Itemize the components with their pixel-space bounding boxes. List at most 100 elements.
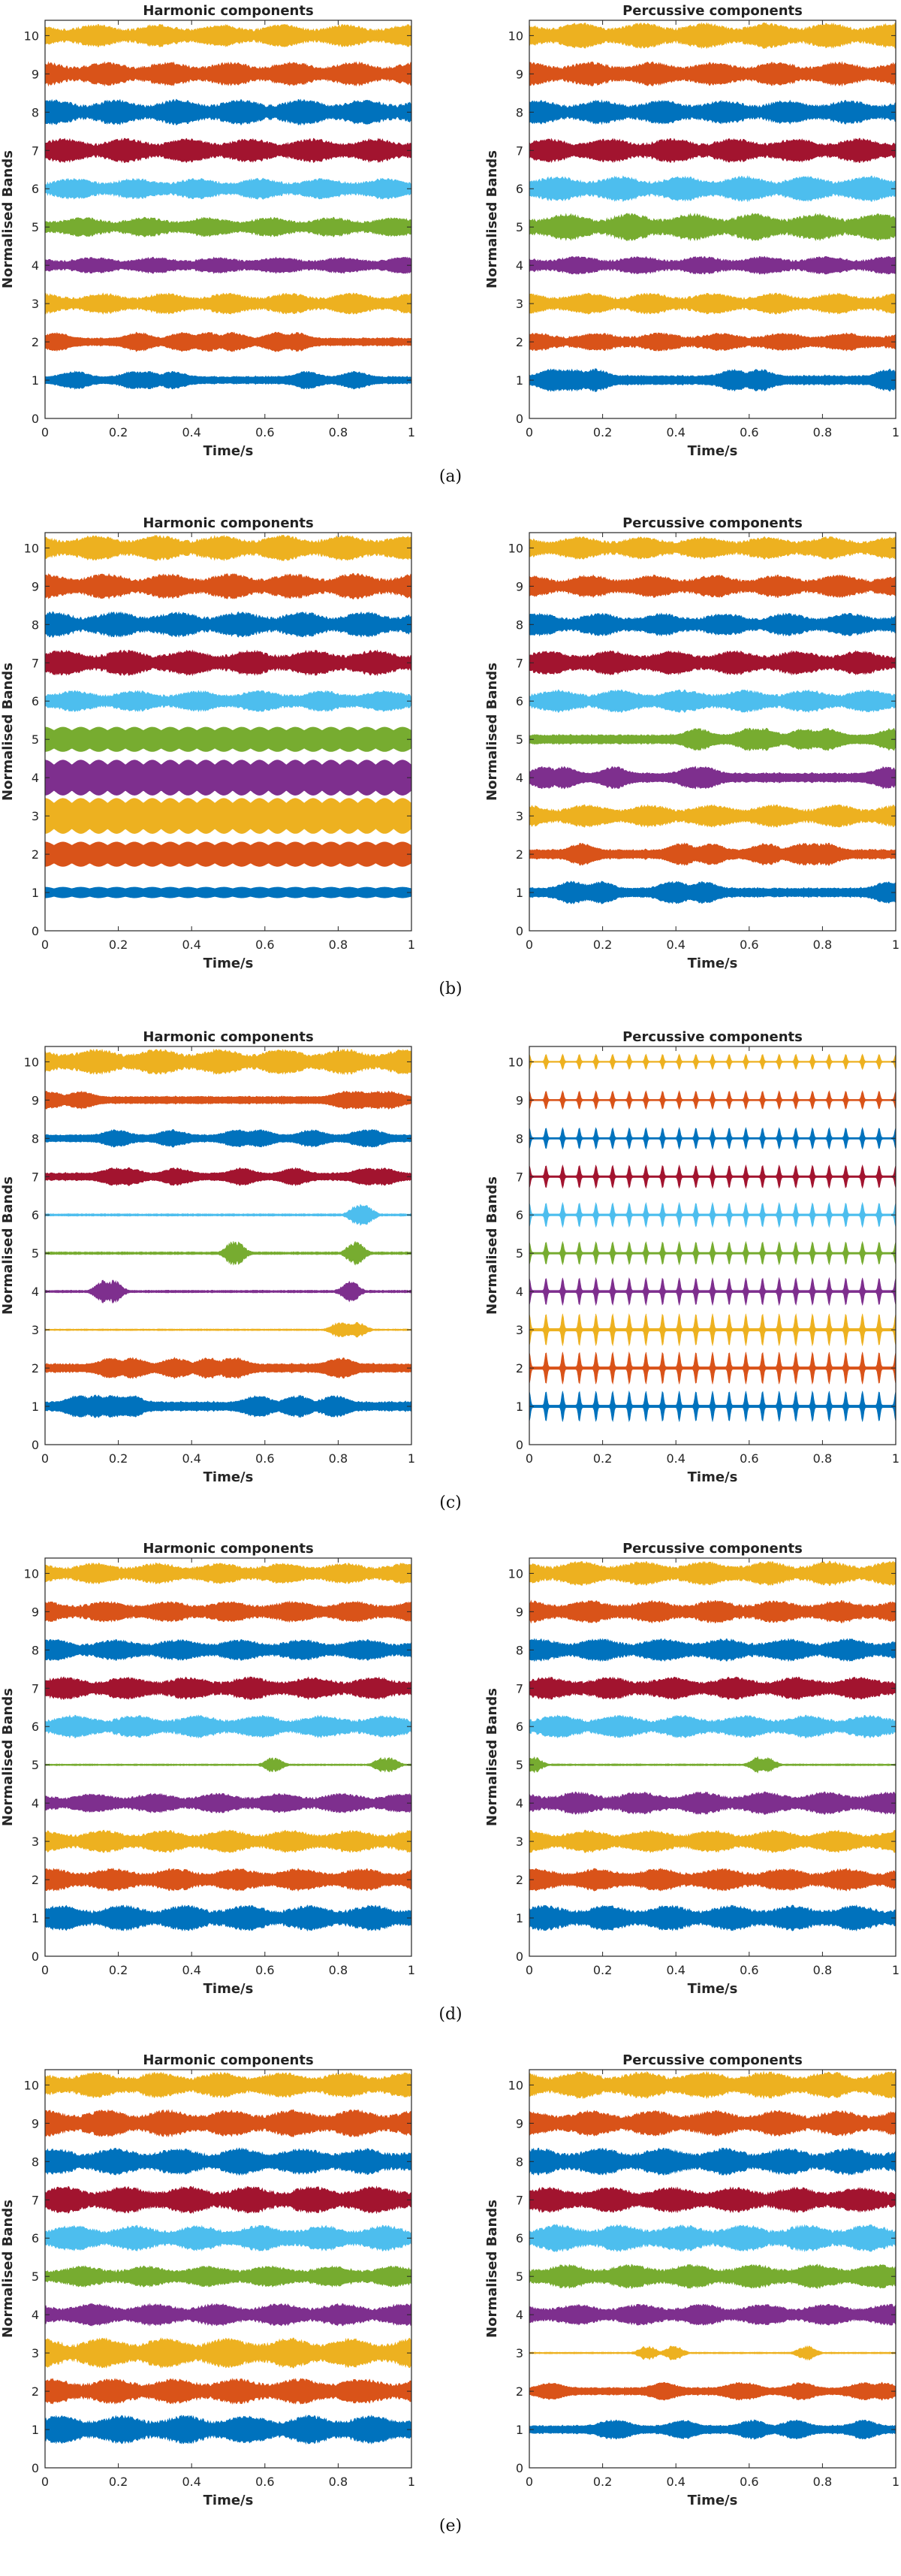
x-tick-label: 0.2: [109, 1451, 128, 1466]
y-tick-label: 8: [516, 1131, 523, 1146]
y-tick-label: 9: [516, 579, 523, 593]
x-tick-label: 1: [408, 425, 415, 439]
x-tick-label: 0.2: [593, 1963, 612, 1977]
y-tick-label: 0: [516, 412, 523, 426]
band-trace: [44, 2071, 412, 2099]
x-tick-label: 0: [41, 1451, 49, 1466]
chart-panel-1: Harmonic components 0 1 2 3 4 5 6 7 8 9 10 0 0.2 0.4 0.…: [0, 3, 415, 459]
band-trace: [529, 292, 896, 315]
chart-title: Harmonic components: [143, 3, 313, 19]
chart-title: Harmonic components: [143, 1541, 313, 1557]
y-tick-label: 1: [32, 2423, 39, 2437]
y-tick-label: 8: [32, 1131, 39, 1146]
band-trace: [44, 760, 412, 796]
band-trace: [529, 175, 896, 203]
band-trace: [529, 1164, 896, 1189]
band-trace: [44, 292, 412, 316]
y-tick-label: 10: [508, 1055, 523, 1069]
band-trace: [44, 649, 412, 677]
x-tick-label: 0.8: [329, 2475, 348, 2489]
x-axis-label: Time/s: [203, 443, 254, 459]
y-tick-label: 5: [516, 220, 523, 234]
y-tick-label: 0: [516, 1438, 523, 1452]
y-tick-label: 7: [516, 1681, 523, 1696]
x-tick-label: 0.4: [182, 425, 200, 439]
axes-box: [44, 532, 412, 932]
chart-panel-8: Percussive components 0 1 2 3 4 5 6 7 8 9 10 0 0.2 0.4…: [484, 1541, 899, 1997]
x-tick-label: 0.8: [329, 1451, 348, 1466]
y-tick-label: 3: [32, 809, 39, 823]
subfigure-caption: (d): [438, 2005, 462, 2024]
y-tick-label: 2: [516, 847, 523, 862]
x-axis-label: Time/s: [203, 1469, 254, 1485]
x-tick-label: 0.6: [740, 1963, 758, 1977]
x-tick-label: 0.2: [109, 1963, 128, 1977]
x-axis-label: Time/s: [688, 2493, 738, 2508]
x-tick-label: 0: [41, 425, 49, 439]
y-tick-label: 0: [32, 924, 39, 938]
y-tick-label: 5: [516, 1246, 523, 1261]
x-tick-label: 0: [526, 1963, 533, 1977]
band-trace: [44, 23, 412, 48]
band-trace: [529, 1276, 896, 1306]
x-tick-label: 0.6: [255, 425, 274, 439]
y-axis-label: Normalised Bands: [484, 2200, 500, 2338]
band-trace: [529, 1201, 896, 1228]
chart-title: Harmonic components: [143, 515, 313, 531]
band-trace: [529, 61, 896, 87]
x-axis-label: Time/s: [203, 956, 254, 971]
x-tick-label: 1: [892, 2475, 899, 2489]
y-tick-label: 6: [32, 2231, 39, 2245]
x-axis-label: Time/s: [688, 956, 738, 971]
y-tick-label: 1: [32, 373, 39, 388]
y-tick-label: 8: [32, 2155, 39, 2169]
band-trace: [44, 2303, 412, 2327]
y-tick-label: 3: [32, 2346, 39, 2360]
band-trace: [44, 2185, 412, 2215]
y-tick-label: 7: [516, 656, 523, 670]
band-trace: [529, 2303, 896, 2326]
x-tick-label: 0.6: [255, 2475, 274, 2489]
chart-panel-4: Percussive components 0 1 2 3 4 5 6 7 8 9 10 0 0.2 0.4…: [484, 515, 899, 971]
x-tick-label: 0.6: [255, 1451, 274, 1466]
x-tick-label: 0: [41, 1963, 49, 1977]
y-tick-label: 1: [516, 2423, 523, 2437]
x-tick-label: 0.4: [182, 2475, 200, 2489]
x-tick-label: 0.4: [182, 938, 200, 952]
x-tick-label: 1: [892, 1451, 899, 1466]
band-trace: [529, 2345, 896, 2361]
y-tick-label: 8: [516, 2155, 523, 2169]
y-tick-label: 6: [516, 1208, 523, 1222]
band-trace: [44, 572, 412, 599]
band-trace: [529, 1560, 896, 1587]
y-tick-label: 10: [508, 1566, 523, 1581]
band-trace: [529, 1351, 896, 1385]
chart-panel-3: Harmonic components 0 1 2 3 4 5 6 7 8 9 10 0 0.2 0.4 0.…: [0, 515, 415, 971]
band-trace: [44, 98, 412, 126]
x-tick-label: 0: [526, 425, 533, 439]
band-trace: [44, 1868, 412, 1892]
band-trace: [529, 332, 896, 352]
band-trace: [44, 534, 412, 562]
y-tick-label: 5: [32, 732, 39, 747]
y-tick-label: 4: [32, 1285, 39, 1299]
y-tick-label: 9: [32, 1093, 39, 1107]
y-tick-label: 2: [32, 847, 39, 862]
x-tick-label: 1: [892, 1963, 899, 1977]
y-tick-label: 0: [32, 1949, 39, 1964]
x-tick-label: 0: [526, 938, 533, 952]
x-tick-label: 0.2: [593, 1451, 612, 1466]
band-trace: [529, 1599, 896, 1624]
y-tick-label: 6: [32, 694, 39, 708]
band-trace: [529, 689, 896, 713]
chart-panel-2: Percussive components 0 1 2 3 4 5 6 7 8 9 10 0 0.2 0.4…: [484, 3, 899, 459]
chart-panel-10: Percussive components 0 1 2 3 4 5 6 7 8 9 10 0 0.2 0.4…: [484, 2052, 899, 2508]
x-tick-label: 0.4: [666, 1963, 685, 1977]
x-tick-label: 0.8: [813, 2475, 832, 2489]
y-tick-label: 2: [32, 1361, 39, 1376]
x-tick-label: 0.4: [182, 1963, 200, 1977]
chart-title: Percussive components: [622, 1541, 803, 1557]
band-trace: [529, 1756, 896, 1774]
subfigure-caption: (c): [439, 1493, 462, 1512]
x-tick-label: 0: [526, 1451, 533, 1466]
